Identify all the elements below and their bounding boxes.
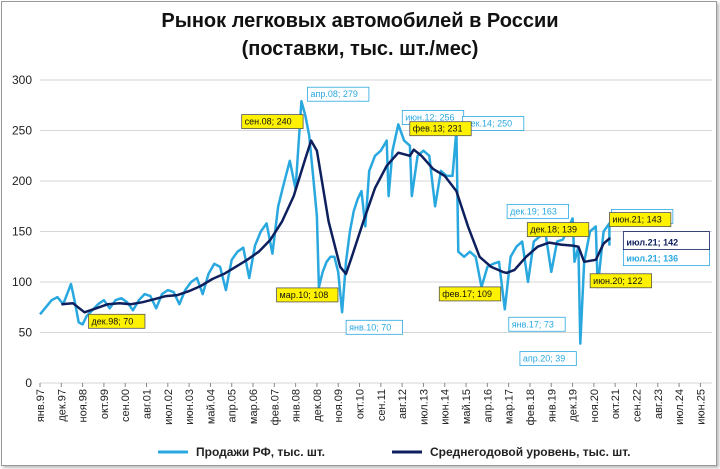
x-tick-label: авг.23 (653, 389, 665, 419)
x-tick-label: янв.08 (291, 389, 303, 422)
annotation-label: сен.08; 240 (245, 117, 292, 127)
x-tick-label: июн.25 (695, 389, 707, 425)
annotation-label: фев.13; 231 (413, 124, 463, 134)
annotation-box (276, 287, 339, 303)
x-tick-label: апр.16 (482, 389, 494, 422)
x-tick-label: окт.10 (355, 389, 367, 419)
annotation-box (307, 86, 370, 102)
x-tick-label: дек.19 (568, 389, 580, 422)
x-tick-label: ноя.98 (78, 389, 90, 422)
annotation-label: янв.10; 70 (349, 322, 391, 332)
legend: Продажи РФ, тыс. шт. Среднегодовой уровен… (158, 445, 630, 459)
annotation-label: фев.17; 109 (442, 289, 492, 299)
annotation-box (622, 231, 710, 250)
chart-title: Рынок легковых автомобилей в России (161, 10, 559, 32)
x-tick-label: июл.24 (674, 389, 686, 425)
x-tick-label: июл.02 (163, 389, 175, 425)
annotation-label: дек.14; 250 (465, 119, 512, 129)
x-tick-label: мар.06 (248, 389, 260, 424)
y-axis-ticks: 0 50 100 150 200 250 300 (12, 73, 32, 390)
x-tick-label: ноя.09 (333, 389, 345, 422)
annotation-box (589, 273, 653, 289)
annotation-box (88, 313, 146, 329)
x-tick-label: дек.08 (312, 389, 324, 422)
x-tick-label: июн.03 (184, 389, 196, 425)
y-tick-label: 0 (25, 376, 32, 390)
y-tick-label: 100 (12, 275, 32, 289)
series-line-1 (61, 139, 611, 314)
annotation-label: июл.21; 142 (626, 238, 678, 248)
annotation-label: июн.12; 256 (405, 112, 454, 122)
legend-label-1: Среднегодовой уровень, тыс. шт. (430, 445, 630, 459)
x-tick-label: апр.05 (227, 389, 239, 422)
x-tick-label: июн.14 (440, 389, 452, 425)
annotation-box (409, 121, 472, 137)
y-tick-label: 250 (12, 124, 32, 138)
annotation-label: дек.98; 70 (92, 316, 134, 326)
chart-subtitle: (поставки, тыс. шт./мес) (241, 38, 479, 60)
y-tick-label: 150 (12, 225, 32, 239)
y-tick-label: 200 (12, 174, 32, 188)
annotation-box (508, 316, 566, 332)
y-tick-label: 50 (19, 326, 33, 340)
annotation-box (519, 351, 577, 367)
series-lines (39, 99, 611, 345)
x-tick-label: май.04 (205, 389, 217, 424)
annotation-box (526, 222, 590, 238)
x-tick-label: фев.18 (525, 389, 537, 425)
x-tick-label: окт.99 (99, 389, 111, 419)
annotation-box (609, 212, 672, 227)
x-tick-label: сен.11 (376, 389, 388, 421)
annotation-box (241, 114, 304, 129)
x-tick-label: янв.19 (546, 389, 558, 422)
x-tick-label: июл.13 (418, 389, 430, 425)
x-tick-label: ноя.20 (589, 389, 601, 422)
x-tick-label: авг.12 (397, 389, 409, 419)
y-tick-label: 300 (12, 73, 32, 87)
x-tick-label: окт.21 (610, 389, 622, 419)
gridlines (40, 79, 712, 384)
x-tick-label: фев.07 (269, 389, 281, 425)
x-tick-label: сен.22 (631, 389, 643, 422)
annotation-box (438, 286, 502, 302)
x-tick-label: авг.01 (142, 389, 154, 419)
legend-label-0: Продажи РФ, тыс. шт. (196, 445, 325, 459)
annotation-label: июн.20; 122 (593, 276, 642, 286)
annotation-label: июн.21; 143 (612, 215, 661, 225)
annotation-label: дек.18; 139 (530, 225, 577, 235)
series-line-0 (39, 99, 611, 345)
annotation-box (506, 203, 569, 219)
annotation-label: апр.08; 279 (310, 89, 357, 99)
annotation-label: апр.20; 39 (523, 354, 565, 364)
x-tick-label: сен.00 (120, 389, 132, 422)
annotation-label: июл.21; 136 (626, 254, 678, 264)
x-tick-label: дек.97 (56, 389, 68, 422)
x-tick-label: мар.17 (504, 389, 516, 424)
annotation-label: мар.10; 108 (280, 290, 329, 300)
annotation-box (345, 319, 403, 335)
annotation-label: дек.19; 163 (510, 206, 557, 216)
x-axis-ticks: янв.97 дек.97 ноя.98 окт.99 сен.00 авг.01 июл.… (35, 383, 707, 425)
annotation-label: янв.17; 73 (512, 319, 554, 329)
annotations: апр.08; 279 июн.12; 256 дек.14; 250 дек.19;… (88, 86, 710, 367)
x-tick-label: май.15 (461, 389, 473, 424)
x-tick-label: янв.97 (35, 389, 47, 422)
